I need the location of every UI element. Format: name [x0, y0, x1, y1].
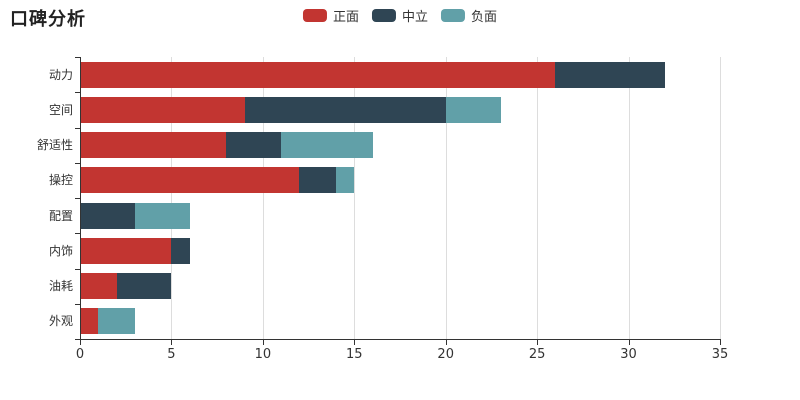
x-axis-tick	[171, 340, 173, 345]
legend-label-positive: 正面	[332, 10, 359, 25]
x-axis-label: 30	[620, 347, 637, 362]
bar-row-2	[80, 96, 501, 123]
gridline-x-25	[537, 57, 539, 339]
y-axis-tick	[75, 198, 80, 199]
bar-segment	[80, 237, 172, 264]
bar-segment	[335, 167, 355, 194]
bar-segment	[80, 167, 300, 194]
y-axis-tick	[75, 268, 80, 270]
y-axis-label: 油耗	[48, 279, 73, 294]
y-axis-label: 操控	[48, 173, 73, 188]
bar-segment	[98, 308, 135, 335]
x-axis-label: 35	[711, 347, 729, 362]
y-axis-tick	[75, 162, 80, 164]
bar-segment	[80, 132, 227, 159]
gridline-x-20	[445, 57, 447, 339]
bar-segment	[171, 237, 190, 264]
legend-label-neutral: 中立	[401, 10, 429, 25]
x-axis-label: 10	[254, 347, 272, 362]
bar-segment	[80, 61, 556, 88]
bar-segment	[116, 273, 172, 300]
gridline-x-30	[628, 57, 630, 339]
neutral-swatch-icon	[371, 9, 396, 22]
bar-segment	[80, 273, 117, 300]
plot-area	[80, 57, 721, 339]
negative-swatch-icon	[441, 9, 466, 22]
bar-row-6	[80, 237, 190, 264]
gridline-x-35	[720, 57, 721, 339]
bar-segment	[226, 132, 282, 159]
x-axis-tick	[445, 340, 447, 345]
bar-segment	[134, 202, 190, 229]
x-axis-label: 15	[346, 347, 363, 362]
gridline-x-15	[354, 57, 356, 339]
y-axis-tick	[75, 339, 80, 340]
bar-segment	[80, 308, 99, 335]
bar-row-1	[80, 61, 666, 88]
chart-title: 口碑分析	[10, 9, 86, 30]
x-axis-label: 0	[75, 347, 85, 362]
x-axis-label: 25	[528, 347, 546, 362]
y-axis-label: 舒适性	[36, 138, 73, 153]
bar-segment	[299, 167, 336, 194]
legend-item-positive[interactable]: 正面	[302, 6, 359, 25]
bar-row-8	[80, 308, 135, 335]
bar-segment	[244, 96, 446, 123]
x-axis-tick	[720, 340, 721, 345]
x-axis-label: 20	[437, 347, 454, 362]
y-axis-label: 动力	[48, 67, 73, 82]
bar-row-5	[80, 202, 190, 229]
legend: 正面 中立 负面	[302, 6, 497, 25]
x-axis-label: 5	[167, 347, 176, 362]
bar-segment	[445, 96, 501, 123]
x-axis-tick	[354, 340, 356, 345]
bar-row-3	[80, 132, 373, 159]
x-axis-tick	[80, 340, 81, 345]
legend-label-negative: 负面	[471, 10, 498, 25]
gridline-x-5	[171, 57, 173, 339]
bar-segment	[80, 96, 245, 123]
y-axis-tick	[75, 127, 80, 129]
bar-row-7	[80, 273, 172, 300]
y-axis-tick	[75, 57, 80, 58]
x-axis-line	[80, 339, 721, 340]
y-axis-tick	[75, 92, 80, 94]
y-axis-label: 配置	[48, 208, 73, 223]
bar-row-4	[80, 167, 355, 194]
y-axis-label: 外观	[48, 314, 73, 329]
legend-item-negative[interactable]: 负面	[441, 6, 497, 25]
y-axis-label: 空间	[48, 102, 73, 117]
bar-segment	[555, 61, 666, 88]
bar-segment	[281, 132, 373, 159]
y-axis-tick	[75, 303, 80, 305]
y-axis-line	[80, 57, 81, 339]
y-axis-label: 内饰	[48, 243, 73, 258]
legend-item-neutral[interactable]: 中立	[371, 6, 429, 25]
positive-swatch-icon	[302, 9, 327, 22]
bar-segment	[80, 202, 135, 229]
gridline-x-10	[262, 57, 264, 339]
x-axis-tick	[262, 340, 264, 345]
x-axis-tick	[628, 340, 630, 345]
x-axis-tick	[537, 340, 539, 345]
y-axis-tick	[75, 233, 80, 235]
